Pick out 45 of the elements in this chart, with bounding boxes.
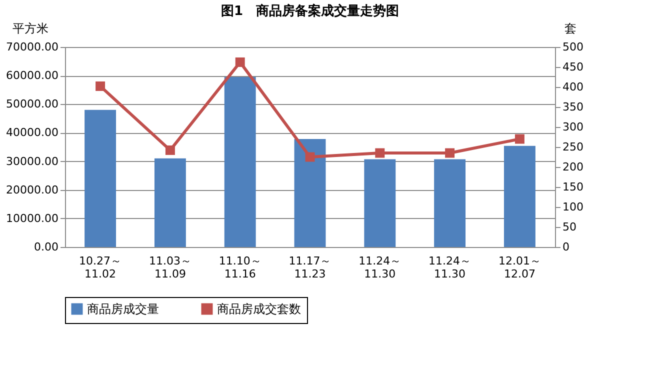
y2-tick-label: 250 — [562, 140, 584, 154]
point — [235, 57, 245, 67]
point — [375, 148, 385, 158]
y2-tick-label: 450 — [562, 60, 584, 74]
y2-tick-label: 400 — [562, 80, 584, 94]
point — [445, 148, 455, 158]
legend-label: 商品房成交量 — [87, 302, 159, 316]
y2-tick-label: 150 — [562, 180, 584, 194]
point — [165, 145, 175, 155]
point — [514, 134, 524, 144]
y-tick-label: 30000.00 — [6, 154, 58, 168]
x-tick-label: 11.03～ 11.09 — [148, 254, 192, 280]
x-tick-label: 11.17～ 11.23 — [288, 254, 332, 280]
y2-tick-label: 500 — [562, 40, 584, 54]
y2-axis-title: 套 — [564, 22, 576, 36]
y-tick-label: 20000.00 — [6, 183, 58, 196]
y2-tick-label: 50 — [562, 220, 576, 234]
bar — [84, 110, 116, 247]
x-tick-label: 11.10～ 11.16 — [218, 254, 262, 280]
bar — [154, 158, 186, 247]
bar — [224, 77, 256, 247]
y-axis-title: 平方米 — [12, 22, 48, 36]
y-tick-label: 70000.00 — [6, 40, 58, 54]
bar — [364, 159, 396, 247]
y2-tick-label: 100 — [562, 200, 584, 214]
point — [305, 152, 315, 162]
x-tick-label: 11.24～ 11.30 — [428, 254, 472, 280]
x-tick-label: 12.01～ 12.07 — [498, 254, 541, 280]
y2-tick-label: 350 — [562, 100, 584, 114]
x-tick-label: 11.24～ 11.30 — [358, 254, 402, 280]
y-tick-label: 10000.00 — [6, 212, 58, 225]
y-tick-label: 60000.00 — [6, 69, 58, 82]
point — [96, 81, 106, 91]
bar — [504, 146, 536, 247]
y-tick-label: 40000.00 — [6, 126, 58, 140]
y2-tick-label: 0 — [562, 240, 570, 254]
y-tick-label: 0.00 — [34, 240, 58, 254]
y2-tick-label: 200 — [562, 160, 584, 174]
y2-tick-label: 300 — [562, 120, 584, 134]
y-tick-label: 50000.00 — [6, 98, 58, 111]
legend-label: 商品房成交套数 — [217, 302, 301, 316]
chart-title: 图1 商品房备案成交量走势图 — [220, 3, 400, 19]
bar — [434, 159, 466, 247]
x-tick-label: 10.27～ 11.02 — [79, 254, 122, 280]
bar — [294, 139, 326, 247]
